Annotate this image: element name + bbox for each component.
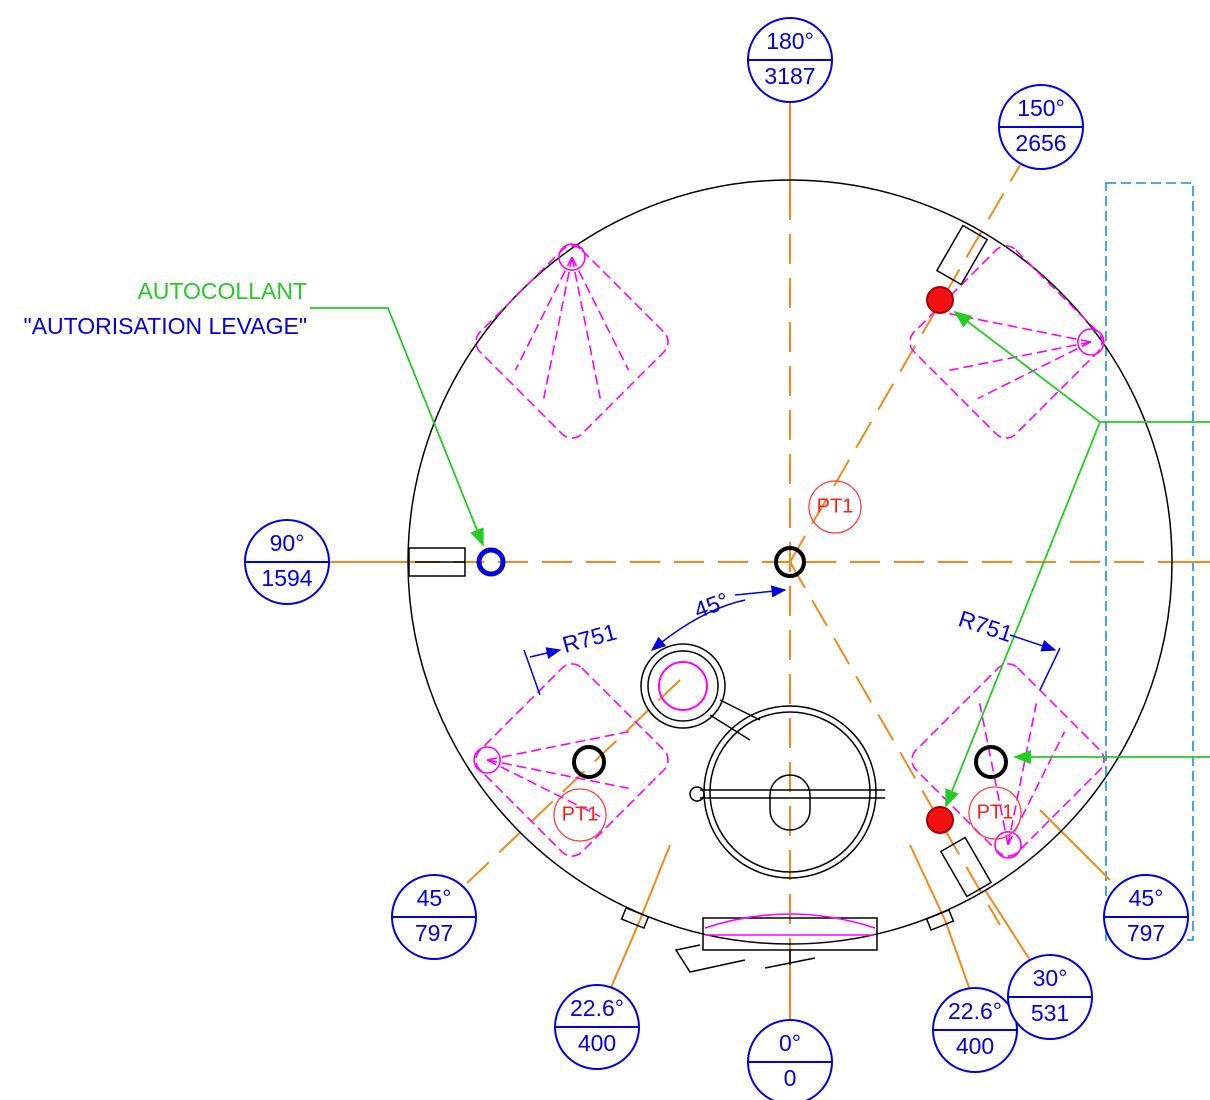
- balloon-angle: 180°: [766, 28, 814, 54]
- dimension-label: R751: [560, 618, 620, 657]
- balloon: 30°531: [1008, 955, 1092, 1039]
- balloon: 150° 2656: [999, 85, 1083, 169]
- marker-label: PT1: [977, 801, 1014, 823]
- leaders: [310, 308, 1210, 806]
- balloon: 180° 3187: [748, 18, 832, 102]
- balloon-distance: 0: [784, 1065, 797, 1091]
- center-lines: [330, 102, 1210, 1020]
- dimension-label: R751: [955, 605, 1015, 647]
- balloon-distance: 3187: [764, 63, 815, 89]
- marker-label: PT1: [817, 495, 854, 517]
- balloon: 0°0: [748, 1020, 832, 1100]
- balloon-distance: 797: [415, 920, 453, 946]
- balloon-angle: 45°: [417, 885, 452, 911]
- balloon-distance: 797: [1127, 920, 1165, 946]
- balloon-distance: 400: [578, 1030, 616, 1056]
- note-line: "AUTORISATION LEVAGE": [24, 313, 307, 339]
- drawing: AUTOCOLLANT "AUTORISATION LEVAGE" PT1 PT…: [0, 0, 1210, 1100]
- balloon-distance: 400: [956, 1033, 994, 1059]
- balloon-distance: 1594: [261, 565, 312, 591]
- balloon-angle: 22.6°: [948, 998, 1002, 1024]
- balloon: 90° 1594: [245, 520, 329, 604]
- balloon: 45°797: [392, 875, 476, 959]
- balloon-angle: 45°: [1129, 885, 1164, 911]
- balloon-angle: 90°: [270, 530, 305, 556]
- marker-label: PT1: [562, 803, 599, 825]
- balloon: 22.6° 400: [555, 985, 639, 1069]
- balloon: 45°797: [1104, 875, 1188, 959]
- balloon-distance: 531: [1031, 1000, 1069, 1026]
- balloon-distance: 2656: [1015, 130, 1066, 156]
- balloon-angle: 22.6°: [570, 995, 624, 1021]
- note-line: AUTOCOLLANT: [137, 278, 307, 304]
- balloon-angle: 30°: [1033, 965, 1068, 991]
- balloon-angle: 0°: [779, 1030, 801, 1056]
- balloon: 22.6° 400: [933, 988, 1017, 1072]
- balloon-angle: 150°: [1017, 95, 1065, 121]
- balloons: 180°3187150°265690°159445°79745°79722.6°…: [245, 18, 1188, 1100]
- dimension-label: 45°: [691, 587, 733, 623]
